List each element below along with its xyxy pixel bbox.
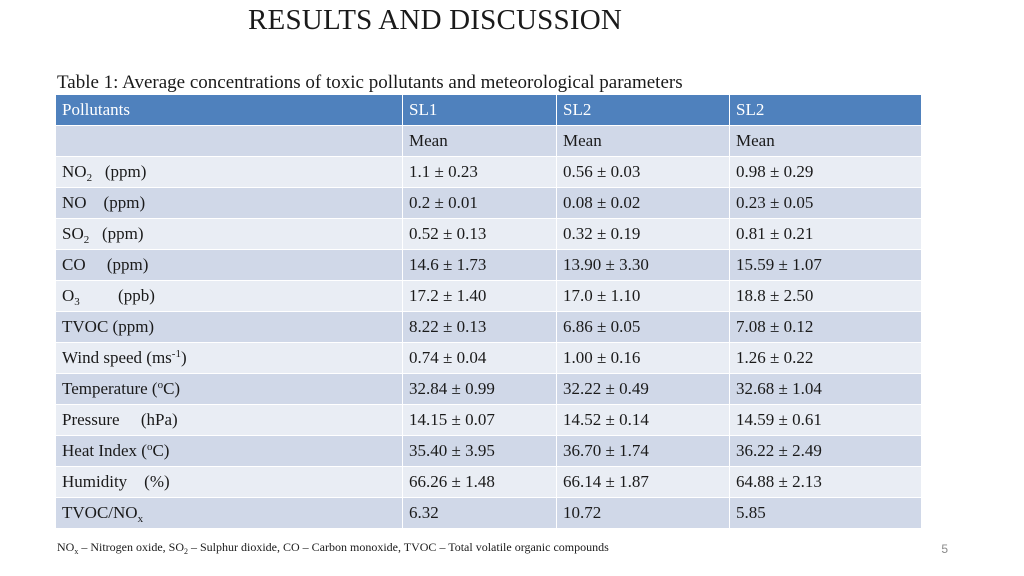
parameter-name: NO2 (ppm) [55, 156, 403, 188]
mean-value-cell: 0.2 ± 0.01 [402, 187, 557, 219]
mean-value-cell: 17.0 ± 1.10 [556, 280, 730, 312]
mean-value-cell: 8.22 ± 0.13 [402, 311, 557, 343]
table-row: Humidity (%) 66.26 ± 1.48 66.14 ± 1.87 64.8… [55, 466, 922, 498]
column-header: SL1 [402, 94, 557, 126]
table-row: TVOC/NOx 6.32 10.72 5.85 [55, 497, 922, 529]
mean-value-cell: 14.15 ± 0.07 [402, 404, 557, 436]
table-row: Pressure (hPa) 14.15 ± 0.07 14.52 ± 0.14 14… [55, 404, 922, 436]
mean-value-cell: 66.26 ± 1.48 [402, 466, 557, 498]
mean-value-cell: 32.68 ± 1.04 [729, 373, 922, 405]
mean-value-cell: 18.8 ± 2.50 [729, 280, 922, 312]
mean-value-cell: 6.32 [402, 497, 557, 529]
mean-value-cell: 1.1 ± 0.23 [402, 156, 557, 188]
subheader-cell: Mean [729, 125, 922, 157]
mean-value-cell: 10.72 [556, 497, 730, 529]
slide-title: RESULTS AND DISCUSSION [248, 4, 622, 36]
table-subheader-row: Mean Mean Mean [55, 125, 922, 157]
mean-value-cell: 0.52 ± 0.13 [402, 218, 557, 250]
column-header: SL2 [729, 94, 922, 126]
mean-value-cell: 1.00 ± 0.16 [556, 342, 730, 374]
column-header: Pollutants [55, 94, 403, 126]
mean-value-cell: 32.22 ± 0.49 [556, 373, 730, 405]
table-row: NO (ppm) 0.2 ± 0.01 0.08 ± 0.02 0.23 ± 0.05 [55, 187, 922, 219]
mean-value-cell: 36.70 ± 1.74 [556, 435, 730, 467]
parameter-name: TVOC/NOx [55, 497, 403, 529]
table-row: NO2 (ppm) 1.1 ± 0.23 0.56 ± 0.03 0.98 ± 0.2… [55, 156, 922, 188]
mean-value-cell: 0.81 ± 0.21 [729, 218, 922, 250]
parameter-name: O3 (ppb) [55, 280, 403, 312]
subheader-cell: Mean [402, 125, 557, 157]
mean-value-cell: 35.40 ± 3.95 [402, 435, 557, 467]
mean-value-cell: 0.23 ± 0.05 [729, 187, 922, 219]
page-number: 5 [941, 542, 948, 556]
table-row: O3 (ppb) 17.2 ± 1.40 17.0 ± 1.10 18.8 ± 2.5… [55, 280, 922, 312]
mean-value-cell: 13.90 ± 3.30 [556, 249, 730, 281]
mean-value-cell: 0.32 ± 0.19 [556, 218, 730, 250]
table-row: TVOC (ppm) 8.22 ± 0.13 6.86 ± 0.05 7.08 ± 0… [55, 311, 922, 343]
column-header: SL2 [556, 94, 730, 126]
mean-value-cell: 64.88 ± 2.13 [729, 466, 922, 498]
mean-value-cell: 7.08 ± 0.12 [729, 311, 922, 343]
mean-value-cell: 1.26 ± 0.22 [729, 342, 922, 374]
mean-value-cell: 14.6 ± 1.73 [402, 249, 557, 281]
results-table: Pollutants SL1 SL2 SL2 Mean Mean Mean NO2 (ppm)… [55, 94, 922, 529]
parameter-name: TVOC (ppm) [55, 311, 403, 343]
mean-value-cell: 0.56 ± 0.03 [556, 156, 730, 188]
mean-value-cell: 17.2 ± 1.40 [402, 280, 557, 312]
mean-value-cell: 66.14 ± 1.87 [556, 466, 730, 498]
mean-value-cell: 14.52 ± 0.14 [556, 404, 730, 436]
table-row: Heat Index (oC) 35.40 ± 3.95 36.70 ± 1.74 3… [55, 435, 922, 467]
parameter-name: Humidity (%) [55, 466, 403, 498]
mean-value-cell: 0.98 ± 0.29 [729, 156, 922, 188]
mean-value-cell: 0.08 ± 0.02 [556, 187, 730, 219]
parameter-name: Heat Index (oC) [55, 435, 403, 467]
parameter-name: Pressure (hPa) [55, 404, 403, 436]
mean-value-cell: 36.22 ± 2.49 [729, 435, 922, 467]
table-row: Wind speed (ms-1) 0.74 ± 0.04 1.00 ± 0.16 1… [55, 342, 922, 374]
mean-value-cell: 14.59 ± 0.61 [729, 404, 922, 436]
mean-value-cell: 15.59 ± 1.07 [729, 249, 922, 281]
parameter-name: CO (ppm) [55, 249, 403, 281]
table-row: CO (ppm) 14.6 ± 1.73 13.90 ± 3.30 15.59 ± 1… [55, 249, 922, 281]
table-caption: Table 1: Average concentrations of toxic… [57, 72, 683, 93]
mean-value-cell: 6.86 ± 0.05 [556, 311, 730, 343]
table-row: Temperature (oC) 32.84 ± 0.99 32.22 ± 0.49… [55, 373, 922, 405]
mean-value-cell: 0.74 ± 0.04 [402, 342, 557, 374]
subheader-cell: Mean [556, 125, 730, 157]
abbreviations-footnote: NOx – Nitrogen oxide, SO2 – Sulphur diox… [57, 540, 609, 556]
parameter-name: Temperature (oC) [55, 373, 403, 405]
table-row: SO2 (ppm) 0.52 ± 0.13 0.32 ± 0.19 0.81 ± 0.… [55, 218, 922, 250]
parameter-name: NO (ppm) [55, 187, 403, 219]
table-header-row: Pollutants SL1 SL2 SL2 [55, 94, 922, 126]
mean-value-cell: 32.84 ± 0.99 [402, 373, 557, 405]
parameter-name: SO2 (ppm) [55, 218, 403, 250]
subheader-cell [55, 125, 403, 157]
mean-value-cell: 5.85 [729, 497, 922, 529]
parameter-name: Wind speed (ms-1) [55, 342, 403, 374]
